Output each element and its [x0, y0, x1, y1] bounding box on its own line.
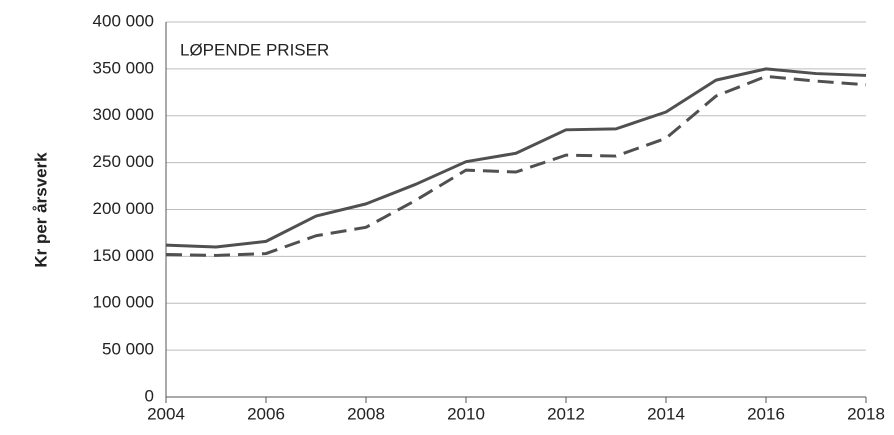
x-tick-label: 2016: [747, 404, 785, 423]
y-tick-label: 250 000: [93, 152, 154, 171]
series-line: [165, 74, 867, 257]
y-tick-label: 150 000: [93, 246, 154, 265]
x-tick-label: 2018: [847, 404, 885, 423]
series-line: [165, 67, 867, 249]
x-tick-label: 2010: [447, 404, 485, 423]
x-tick-label: 2004: [147, 404, 185, 423]
y-tick-label: 200 000: [93, 199, 154, 218]
y-tick-label: 50 000: [102, 340, 154, 359]
y-axis-label: Kr per årsverk: [31, 152, 50, 268]
x-tick-label: 2008: [347, 404, 385, 423]
y-tick-label: 400 000: [93, 11, 154, 30]
y-tick-label: 100 000: [93, 293, 154, 312]
x-tick-label: 2014: [647, 404, 685, 423]
x-tick-label: 2006: [247, 404, 285, 423]
y-tick-label: 300 000: [93, 105, 154, 124]
y-tick-label: 0: [145, 386, 154, 405]
y-tick-label: 350 000: [93, 58, 154, 77]
annotation: LØPENDE PRISER: [180, 40, 329, 59]
x-tick-label: 2012: [547, 404, 585, 423]
